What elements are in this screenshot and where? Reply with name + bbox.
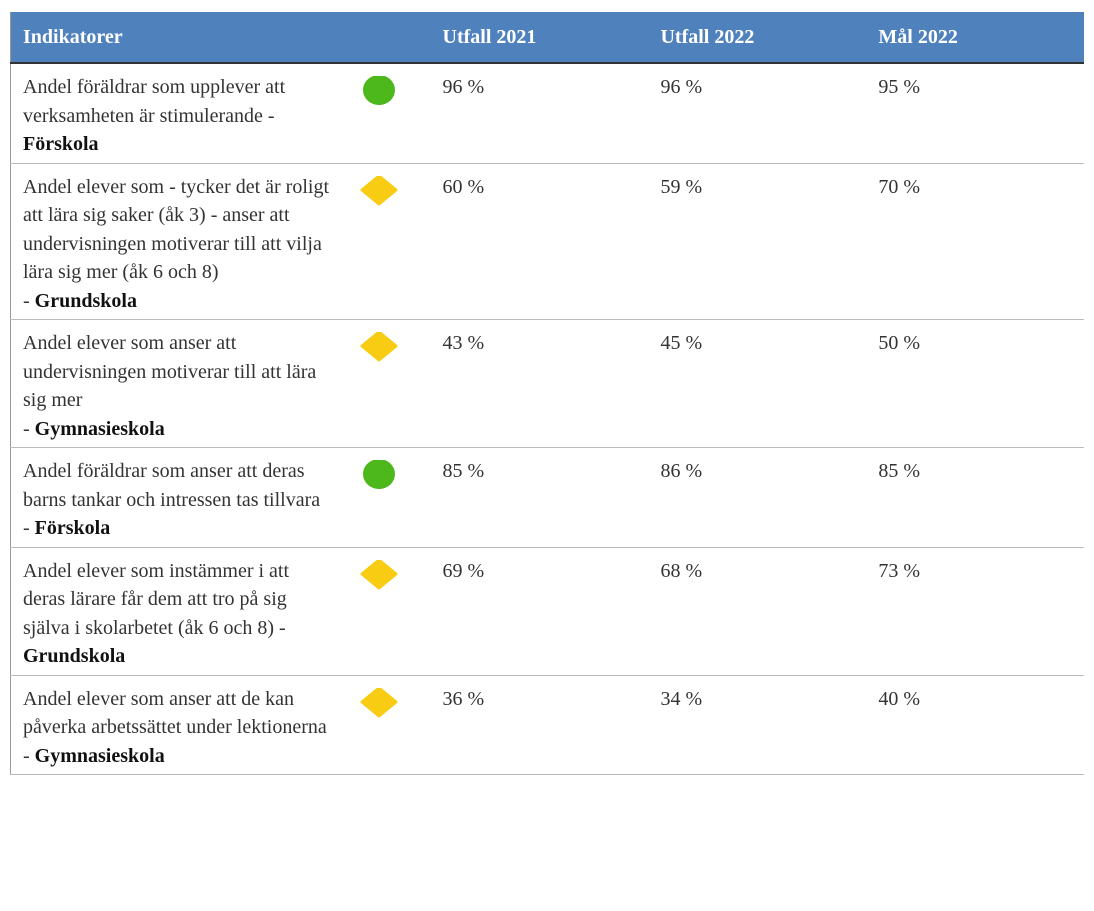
status-cell [347,163,431,320]
header-cell: Utfall 2021 [430,12,649,64]
header-cell: Mål 2022 [866,12,1084,64]
value-cell: 43 % [430,319,649,448]
indicator-cell: Andel elever som - tycker det är roligt … [10,163,348,320]
school-type: Grundskola [34,289,137,312]
header-cell: Utfall 2022 [648,12,867,64]
value-cell: 60 % [430,163,649,320]
row: Andel elever som anser att undervisninge… [10,319,1084,448]
indicator-cell: Andel elever som anser att undervisninge… [10,319,348,448]
value-cell: 73 % [866,547,1084,676]
school-type: Gymnasieskola [34,417,165,440]
status-icon [363,75,396,105]
status-cell [347,675,431,775]
indicator-text: Andel föräldrar som anser att deras barn… [23,460,321,539]
school-type: Gymnasieskola [34,744,165,767]
diamond [360,174,398,205]
header-cell: Indikatorer [10,12,431,64]
indicator-text: Andel elever som instämmer i att deras l… [23,559,290,639]
indicator-cell: Andel elever som instämmer i att deras l… [10,547,348,676]
diamond [360,686,398,717]
diamond [360,330,398,362]
value-cell: 96 % [648,63,867,164]
school-type: Förskola [34,517,111,539]
indicator-cell: Andel föräldrar som upplever att verksam… [10,63,348,164]
value-cell: 45 % [648,319,867,448]
row: Andel föräldrar som upplever att verksam… [10,63,1084,164]
row: Andel elever som - tycker det är roligt … [10,163,1084,320]
circle [363,459,396,489]
indicator-text: Andel elever som anser att de kan påverk… [23,687,327,767]
status-icon [360,686,398,717]
diamond [360,558,398,589]
status-icon [363,459,396,489]
value-cell: 85 % [430,447,649,548]
value-cell: 95 % [866,63,1084,164]
status-cell [347,319,431,448]
row: Andel föräldrar som anser att deras barn… [10,447,1084,548]
value-cell: 40 % [866,675,1084,775]
row: Andel elever som anser att de kan påverk… [10,675,1084,775]
status-cell [347,547,431,676]
value-cell: 96 % [430,63,649,164]
indicator-cell: Andel elever som anser att de kan påverk… [10,675,348,775]
value-cell: 69 % [430,547,649,676]
header-row: Indikatorer Utfall 2021 Utfall 2022 Mål … [10,12,1084,64]
status-cell [347,63,431,164]
value-cell: 34 % [648,675,867,775]
value-cell: 70 % [866,163,1084,320]
indicator-text: Andel elever som - tycker det är roligt … [23,175,329,312]
indicator-text: Andel föräldrar som upplever att verksam… [23,76,286,127]
value-cell: 59 % [648,163,867,320]
school-type: Förskola [23,133,99,155]
value-cell: 86 % [648,447,867,548]
indicator-table: Indikatorer Utfall 2021 Utfall 2022 Mål … [10,12,1084,775]
status-cell [347,447,431,548]
indicator-cell: Andel föräldrar som anser att deras barn… [10,447,348,548]
indicator-text: Andel elever som anser att undervisninge… [23,332,317,440]
school-type: Grundskola [23,645,126,667]
value-cell: 36 % [430,675,649,775]
value-cell: 50 % [866,319,1084,448]
circle [363,75,396,105]
status-icon [360,558,398,589]
status-icon [360,330,398,362]
value-cell: 68 % [648,547,867,676]
status-icon [360,174,398,205]
value-cell: 85 % [866,447,1084,548]
row: Andel elever som instämmer i att deras l… [10,547,1084,676]
